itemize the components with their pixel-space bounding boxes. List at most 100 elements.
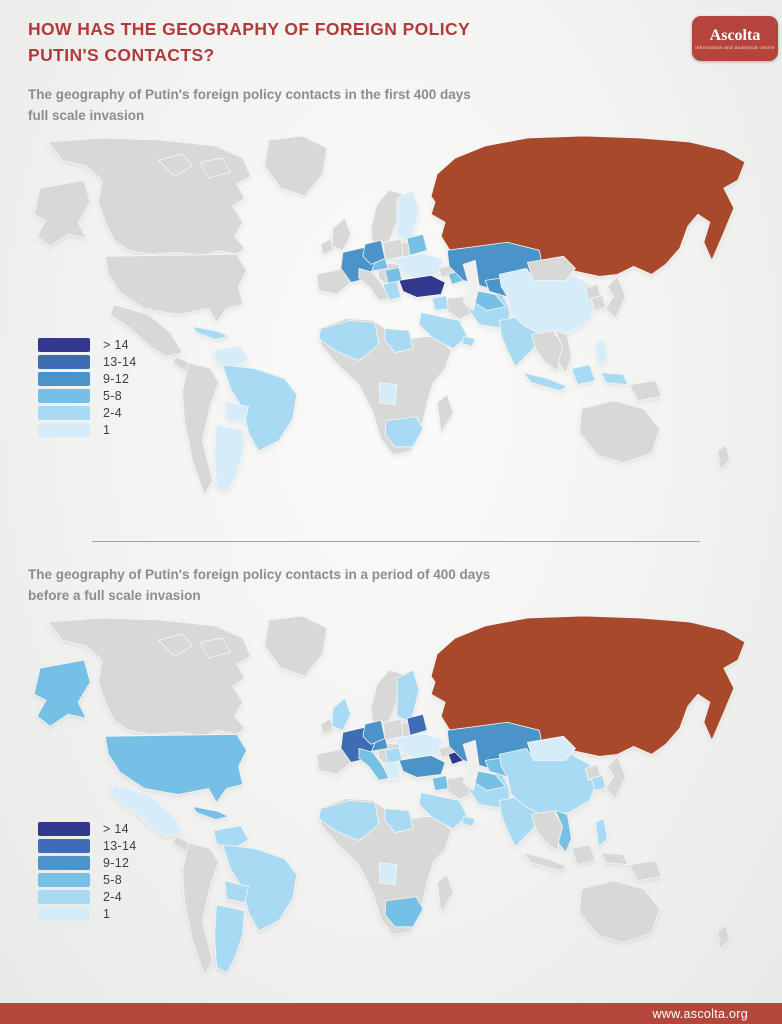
- landmass-spain: [316, 267, 352, 295]
- legend-label: 13-14: [103, 355, 137, 369]
- legend-row: > 14: [38, 822, 136, 836]
- country-finland: [396, 189, 420, 243]
- landmass-southeast-asia: [530, 810, 564, 852]
- landmass-greenland: [264, 615, 328, 677]
- landmass-new-zealand: [717, 924, 731, 950]
- landmass-greenland: [264, 135, 328, 197]
- ascolta-logo: Ascolta information and analytical centr…: [692, 16, 778, 61]
- legend-row: 1: [38, 423, 136, 437]
- legend-label: > 14: [103, 822, 129, 836]
- country-italy: [358, 267, 390, 301]
- country-south-korea: [591, 775, 606, 791]
- country-uae: [461, 336, 476, 347]
- legend-swatch-t9_12: [38, 372, 90, 386]
- country-turkey: [398, 274, 446, 298]
- legend-swatch-t2_4: [38, 406, 90, 420]
- legend-label: > 14: [103, 338, 129, 352]
- world-map-400-days-before-invasion: [33, 615, 746, 976]
- country-mexico: [109, 304, 183, 357]
- landmass-australia: [579, 400, 661, 464]
- map-section-first-400-days-invasion: The geography of Putin's foreign policy …: [0, 84, 782, 513]
- country-alaska: [33, 659, 91, 727]
- legend-label: 1: [103, 423, 111, 437]
- country-vietnam: [555, 810, 572, 854]
- map-section-400-days-before-invasion: The geography of Putin's foreign policy …: [0, 564, 782, 993]
- legend-row: 5-8: [38, 873, 136, 887]
- country-saudi-arabia: [418, 312, 468, 349]
- map-legend: > 14 13-14 9-12 5-8 2-4 1: [38, 338, 136, 437]
- country-bolivia: [224, 400, 250, 424]
- landmass-new-guinea: [629, 860, 663, 882]
- country-philippines: [595, 338, 608, 368]
- legend-row: 13-14: [38, 355, 136, 369]
- landmass-australia: [579, 880, 661, 944]
- legend-row: 13-14: [38, 839, 136, 853]
- country-argentina: [214, 424, 246, 494]
- country-philippines: [595, 818, 608, 848]
- map-subtitle-invasion: The geography of Putin's foreign policy …: [28, 87, 471, 123]
- landmass-spain: [316, 747, 352, 775]
- country-uk: [331, 217, 352, 251]
- landmass-ireland: [320, 717, 334, 735]
- legend-label: 2-4: [103, 406, 122, 420]
- country-angola: [378, 382, 398, 406]
- country-uk: [331, 697, 352, 731]
- legend-row: 5-8: [38, 389, 136, 403]
- country-angola: [378, 862, 398, 886]
- legend-swatch-t5_8: [38, 389, 90, 403]
- landmass-west-south-america: [182, 362, 219, 496]
- country-argentina: [214, 904, 246, 974]
- page-title: HOW HAS THE GEOGRAPHY OF FOREIGN POLICY …: [28, 19, 471, 65]
- country-egypt: [384, 808, 414, 833]
- country-usa: [104, 733, 248, 803]
- legend-row: 9-12: [38, 856, 136, 870]
- country-venezuela: [213, 345, 250, 371]
- country-south-korea: [591, 295, 606, 311]
- legend-swatch-t13_14: [38, 355, 90, 369]
- legend-label: 9-12: [103, 856, 130, 870]
- legend-swatch-t1: [38, 423, 90, 437]
- legend-label: 5-8: [103, 389, 122, 403]
- legend-swatch-t9_12: [38, 856, 90, 870]
- country-vietnam: [555, 330, 572, 374]
- landmass-madagascar: [436, 394, 454, 434]
- legend-row: 1: [38, 907, 136, 921]
- country-brazil: [222, 844, 298, 932]
- landmass-west-south-america: [182, 842, 219, 976]
- country-south-africa: [384, 416, 424, 448]
- country-south-africa: [384, 896, 424, 928]
- legend-swatch-t1: [38, 907, 90, 921]
- country-italy: [358, 747, 390, 781]
- footer-url: www.ascolta.org: [652, 1006, 748, 1021]
- country-mexico: [109, 784, 183, 837]
- country-turkey: [398, 754, 446, 778]
- legend-label: 1: [103, 907, 111, 921]
- logo-name: Ascolta: [709, 27, 761, 44]
- legend-swatch-gt14: [38, 822, 90, 836]
- country-alaska: [33, 179, 91, 247]
- country-germany: [362, 719, 386, 745]
- legend-swatch-gt14: [38, 338, 90, 352]
- map-legend: > 14 13-14 9-12 5-8 2-4 1: [38, 822, 136, 921]
- country-syria: [431, 295, 449, 311]
- landmass-japan: [605, 755, 627, 799]
- landmass-new-guinea: [629, 380, 663, 402]
- footer-bar: www.ascolta.org: [0, 1003, 782, 1024]
- country-mongolia: [526, 735, 576, 761]
- legend-row: 2-4: [38, 406, 136, 420]
- landmass-new-zealand: [717, 444, 731, 470]
- country-brazil: [222, 364, 298, 452]
- country-egypt: [384, 328, 414, 353]
- country-belarus: [406, 233, 428, 256]
- country-syria: [431, 775, 449, 791]
- legend-swatch-t2_4: [38, 890, 90, 904]
- country-cuba: [192, 806, 229, 820]
- country-algeria-mali: [318, 800, 380, 842]
- country-bolivia: [224, 880, 250, 904]
- country-saudi-arabia: [418, 792, 468, 829]
- legend-swatch-t5_8: [38, 873, 90, 887]
- landmass-southeast-asia: [530, 330, 564, 372]
- country-belarus: [406, 713, 428, 736]
- country-finland: [396, 669, 420, 723]
- section-divider: [92, 541, 700, 542]
